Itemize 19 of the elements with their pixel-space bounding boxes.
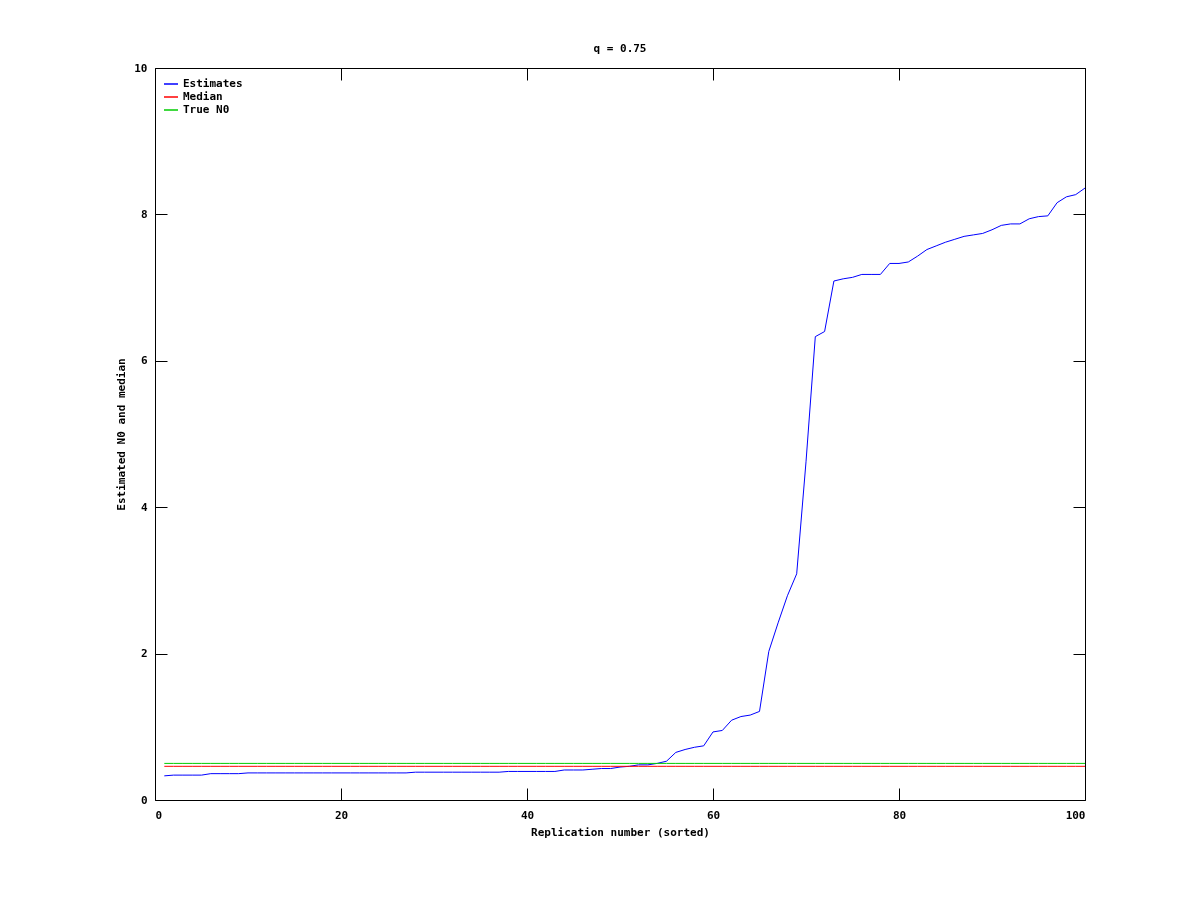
y-tick-label: 6 (140, 354, 148, 368)
line-series (163, 187, 1085, 777)
legend-label: True N0 (183, 103, 230, 116)
y-tick-label: 2 (140, 647, 148, 661)
x-tick-label: 20 (334, 808, 349, 822)
legend-label: Median (183, 90, 223, 103)
y-tick-label: 4 (140, 500, 148, 514)
chart-title: q = 0.75 (593, 42, 647, 55)
y-tick-label: 0 (140, 793, 148, 807)
y-tick-label: 8 (140, 207, 148, 221)
x-tick-label: 100 (1065, 808, 1086, 822)
x-tick-label: 40 (520, 808, 535, 822)
y-tick-label: 10 (134, 61, 148, 75)
x-axis-title: Replication number (sorted) (531, 825, 710, 839)
y-axis-title: Estimated N0 and median (115, 358, 129, 511)
legend-label: Estimates (183, 77, 243, 90)
x-tick-label: 0 (155, 808, 163, 822)
x-tick-label: 60 (706, 808, 721, 822)
x-tick-label: 80 (892, 808, 907, 822)
